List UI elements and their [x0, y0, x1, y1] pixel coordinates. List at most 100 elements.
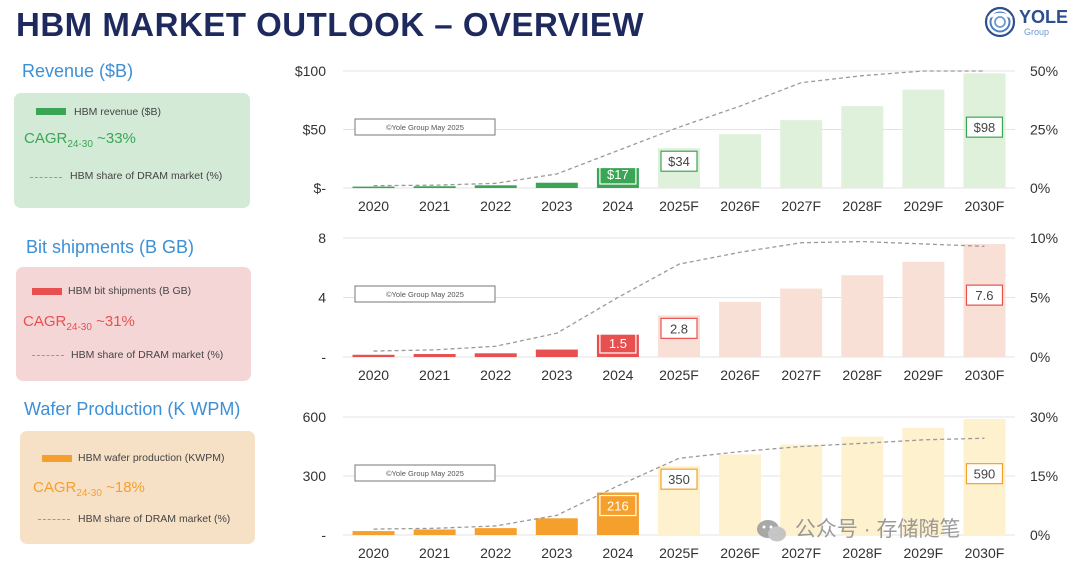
y2-tick-label: 25%	[1030, 122, 1058, 138]
legend-panel-wafer-production: HBM wafer production (KWPM) CAGR24-30 ~1…	[20, 431, 255, 544]
cagr-text: CAGR24-30 ~31%	[23, 313, 135, 333]
copyright-text: ©Yole Group May 2025	[386, 290, 464, 299]
x-tick-label: 2024	[602, 198, 633, 214]
data-label: $98	[974, 120, 996, 135]
bar-2023	[535, 182, 578, 188]
section-title-revenue: Revenue ($B)	[22, 61, 134, 81]
legend-bar-label: HBM revenue ($B)	[74, 106, 161, 118]
copyright-box	[354, 285, 496, 303]
y-tick-label: 4	[318, 290, 326, 306]
share-line	[373, 70, 985, 187]
x-tick-label: 2027F	[781, 367, 821, 383]
x-tick-label: 2022	[480, 367, 511, 383]
data-label-box	[599, 163, 637, 185]
x-tick-label: 2028F	[842, 545, 882, 561]
x-tick-label: 2029F	[904, 198, 944, 214]
x-tick-label: 2023	[541, 367, 572, 383]
legend-bar-swatch	[36, 108, 66, 115]
x-tick-label: 2030F	[965, 198, 1005, 214]
y-tick-label: 300	[303, 468, 327, 484]
bar-2024	[596, 492, 639, 535]
y2-tick-label: 0%	[1030, 527, 1050, 543]
y-tick-label: $-	[314, 180, 327, 196]
wechat-icon	[755, 518, 789, 542]
x-tick-label: 2020	[358, 367, 389, 383]
copyright-text: ©Yole Group May 2025	[386, 469, 464, 478]
data-label: 350	[668, 472, 690, 487]
watermark: 公众号 · 存储随笔	[755, 513, 961, 543]
logo-word: YOLE	[1019, 7, 1069, 27]
x-tick-label: 2021	[419, 367, 450, 383]
bar-2021	[413, 529, 456, 535]
data-label-box	[965, 284, 1004, 306]
wafer-production-chart: - 300 600 0% 15% 30% ©Yole Group May 2025 2020 2…	[303, 409, 1058, 561]
bar-2026F	[719, 134, 762, 188]
y-tick-label: $50	[303, 122, 327, 138]
legend-panel-revenue: HBM revenue ($B) CAGR24-30 ~33% HBM shar…	[14, 93, 250, 208]
cagr-text: CAGR24-30 ~33%	[24, 130, 136, 150]
bar-2020	[352, 531, 395, 535]
y-tick-label: 8	[318, 230, 326, 246]
data-label-box	[660, 150, 698, 172]
data-label-box	[660, 468, 698, 490]
legend-line-label: HBM share of DRAM market (%)	[78, 513, 231, 525]
x-tick-label: 2023	[541, 545, 572, 561]
y2-tick-label: 0%	[1030, 180, 1050, 196]
x-tick-label: 2030F	[965, 367, 1005, 383]
legend-bar-swatch	[42, 455, 72, 462]
bar-2028F	[841, 436, 884, 535]
legend-line-label: HBM share of DRAM market (%)	[70, 170, 223, 182]
bar-2028F	[841, 106, 884, 188]
x-tick-label: 2027F	[781, 198, 821, 214]
section-title-wafer-production: Wafer Production (K WPM)	[24, 399, 241, 419]
y-tick-label: $100	[295, 63, 326, 79]
legend-line-label: HBM share of DRAM market (%)	[71, 349, 224, 361]
y2-tick-label: 10%	[1030, 230, 1058, 246]
bar-2024	[596, 168, 639, 188]
watermark-text: 公众号 · 存储随笔	[794, 518, 961, 541]
bar-2029F	[902, 261, 945, 357]
bar-2026F	[719, 454, 762, 535]
copyright-text: ©Yole Group May 2025	[386, 123, 464, 132]
data-label-box	[965, 116, 1004, 138]
bar-2023	[535, 518, 578, 535]
y2-tick-label: 30%	[1030, 409, 1058, 425]
bar-2021	[413, 186, 456, 188]
bit-shipments-chart: - 4 8 0% 5% 10% ©Yole Group May 2025 2020 2021 20…	[318, 230, 1058, 383]
share-line	[373, 240, 985, 352]
x-tick-label: 2023	[541, 198, 572, 214]
data-label: 1.5	[609, 336, 627, 351]
x-tick-label: 2025F	[659, 198, 699, 214]
data-label: 7.6	[975, 288, 993, 303]
x-tick-label: 2020	[358, 545, 389, 561]
x-tick-label: 2021	[419, 198, 450, 214]
x-tick-label: 2026F	[720, 198, 760, 214]
x-tick-label: 2022	[480, 198, 511, 214]
x-tick-label: 2028F	[842, 367, 882, 383]
x-tick-label: 2028F	[842, 198, 882, 214]
y2-tick-label: 50%	[1030, 63, 1058, 79]
copyright-box	[354, 464, 496, 482]
legend-bar-label: HBM bit shipments (B GB)	[68, 285, 192, 297]
bar-2027F	[780, 288, 823, 357]
copyright-box	[354, 118, 496, 136]
x-tick-label: 2022	[480, 545, 511, 561]
data-label: $17	[607, 167, 629, 182]
data-label: 2.8	[670, 321, 688, 336]
bar-2023	[535, 349, 578, 357]
bar-2020	[352, 354, 395, 357]
data-label-box	[660, 317, 698, 339]
y2-tick-label: 5%	[1030, 290, 1050, 306]
bar-2027F	[780, 120, 823, 188]
x-tick-label: 2021	[419, 545, 450, 561]
x-tick-label: 2025F	[659, 545, 699, 561]
y-tick-label: -	[321, 527, 326, 543]
data-label: $34	[668, 154, 690, 169]
x-tick-label: 2026F	[720, 545, 760, 561]
legend-panel-bit-shipments: HBM bit shipments (B GB) CAGR24-30 ~31% …	[16, 267, 251, 381]
y2-tick-label: 15%	[1030, 468, 1058, 484]
bar-2029F	[902, 89, 945, 188]
page-title: HBM MARKET OUTLOOK – OVERVIEW	[16, 6, 645, 43]
legend-bar-swatch	[32, 288, 62, 295]
revenue-chart: $- $50 $100 0% 25% 50% ©Yole Group May 2025 202…	[295, 63, 1058, 214]
